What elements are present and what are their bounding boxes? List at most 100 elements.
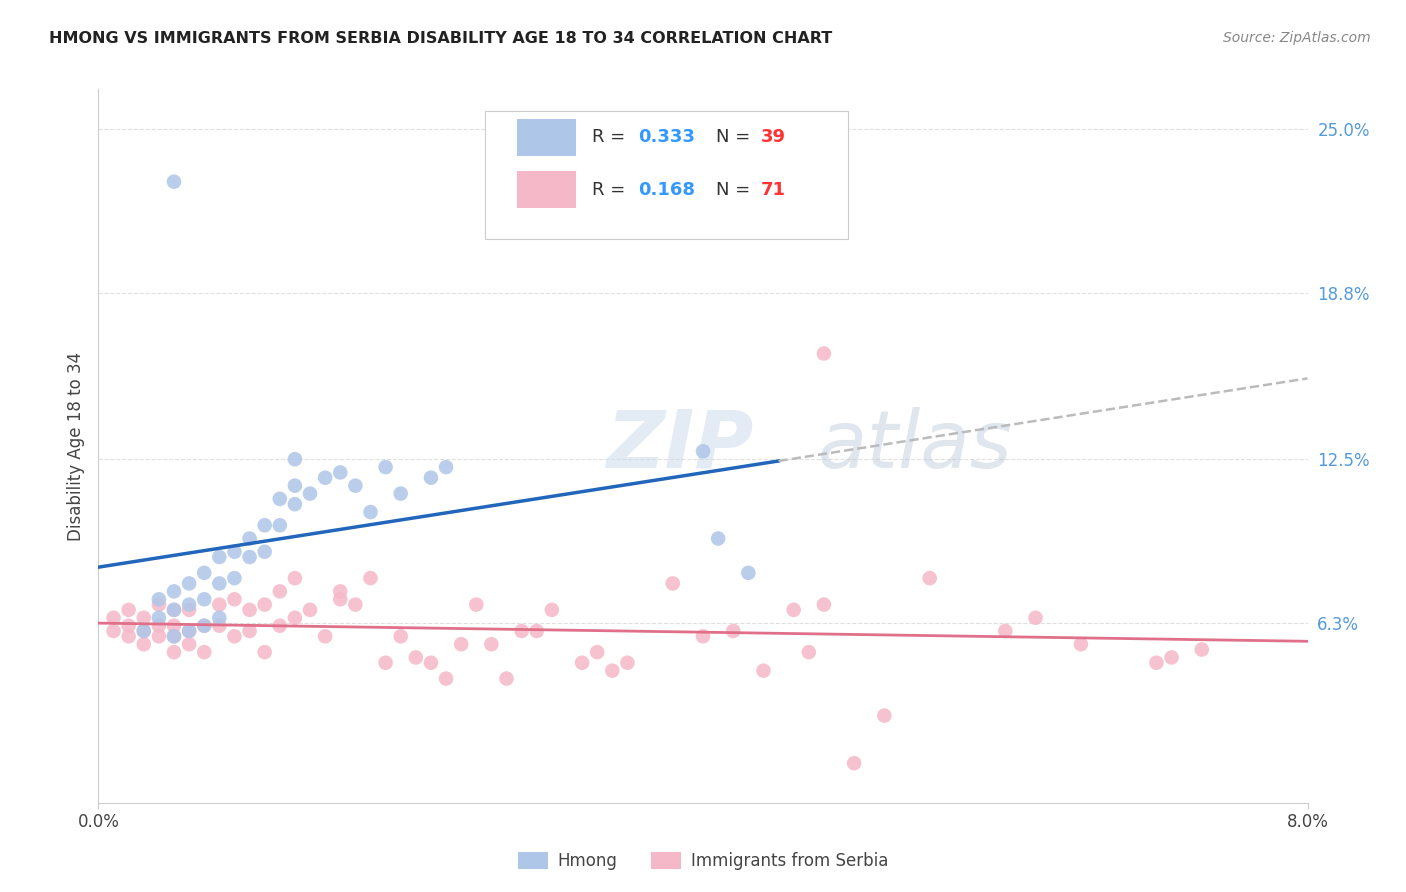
Point xyxy=(163,603,186,617)
Point xyxy=(193,566,215,580)
Point xyxy=(224,571,246,585)
Point xyxy=(208,549,231,564)
Point xyxy=(782,603,804,617)
Point xyxy=(239,624,262,638)
Text: HMONG VS IMMIGRANTS FROM SERBIA DISABILITY AGE 18 TO 34 CORRELATION CHART: HMONG VS IMMIGRANTS FROM SERBIA DISABILI… xyxy=(49,31,832,46)
Point xyxy=(179,576,201,591)
Point xyxy=(148,629,170,643)
Point xyxy=(389,629,412,643)
Point xyxy=(163,629,186,643)
Point xyxy=(208,598,231,612)
Point xyxy=(994,624,1017,638)
Point xyxy=(314,629,336,643)
Point xyxy=(284,478,307,492)
Point xyxy=(495,672,517,686)
Point xyxy=(314,471,336,485)
Point xyxy=(132,624,155,638)
Point xyxy=(148,611,170,625)
Text: R =: R = xyxy=(592,181,631,199)
Point xyxy=(179,624,201,638)
Legend: Hmong, Immigrants from Serbia: Hmong, Immigrants from Serbia xyxy=(510,845,896,877)
Point xyxy=(118,629,141,643)
Point xyxy=(179,598,201,612)
Point xyxy=(284,611,307,625)
Point xyxy=(434,672,457,686)
Point xyxy=(179,637,201,651)
Point xyxy=(253,598,276,612)
Point xyxy=(359,505,381,519)
Point xyxy=(359,571,381,585)
Point xyxy=(253,545,276,559)
Point xyxy=(707,532,730,546)
Point xyxy=(692,629,714,643)
Point xyxy=(132,624,155,638)
Point xyxy=(586,645,609,659)
Point xyxy=(1191,642,1213,657)
Point xyxy=(1070,637,1092,651)
Point xyxy=(239,532,262,546)
Point xyxy=(284,452,307,467)
FancyBboxPatch shape xyxy=(485,111,848,239)
Point xyxy=(510,624,533,638)
Point xyxy=(571,656,593,670)
Point xyxy=(269,584,291,599)
Text: 0.168: 0.168 xyxy=(638,181,695,199)
Point xyxy=(208,611,231,625)
Point xyxy=(163,629,186,643)
FancyBboxPatch shape xyxy=(517,119,576,156)
Text: 0.333: 0.333 xyxy=(638,128,695,146)
Point xyxy=(526,624,548,638)
Point xyxy=(239,603,262,617)
Point xyxy=(797,645,820,659)
Point xyxy=(873,708,896,723)
Point xyxy=(299,603,322,617)
Text: N =: N = xyxy=(716,181,756,199)
Point xyxy=(224,545,246,559)
Point xyxy=(269,618,291,632)
Point xyxy=(479,637,503,651)
Text: atlas: atlas xyxy=(818,407,1012,485)
Point xyxy=(224,629,246,643)
Point xyxy=(179,603,201,617)
Point xyxy=(1160,650,1182,665)
Point xyxy=(344,598,367,612)
Point xyxy=(148,598,170,612)
Text: N =: N = xyxy=(716,128,756,146)
Point xyxy=(844,756,866,771)
Point xyxy=(752,664,775,678)
Point xyxy=(163,618,186,632)
Point xyxy=(103,624,125,638)
Point xyxy=(132,611,155,625)
Text: Source: ZipAtlas.com: Source: ZipAtlas.com xyxy=(1223,31,1371,45)
Point xyxy=(737,566,759,580)
Point xyxy=(540,603,562,617)
Point xyxy=(405,650,427,665)
Point xyxy=(616,656,638,670)
Point xyxy=(419,656,441,670)
Point xyxy=(239,549,262,564)
Point xyxy=(329,592,352,607)
Point xyxy=(103,611,125,625)
Text: 39: 39 xyxy=(761,128,786,146)
Point xyxy=(208,576,231,591)
Point xyxy=(193,618,215,632)
Text: 71: 71 xyxy=(761,181,786,199)
Point xyxy=(148,592,170,607)
Text: ZIP: ZIP xyxy=(606,407,754,485)
Point xyxy=(723,624,745,638)
Point xyxy=(389,486,412,500)
Point xyxy=(253,645,276,659)
Point xyxy=(329,466,352,480)
Point xyxy=(193,645,215,659)
Point xyxy=(193,592,215,607)
Point xyxy=(374,460,396,475)
Point xyxy=(163,175,186,189)
Point xyxy=(148,618,170,632)
Point xyxy=(813,346,835,360)
Point xyxy=(374,656,396,670)
Point xyxy=(118,603,141,617)
Point xyxy=(419,471,441,485)
Point xyxy=(450,637,472,651)
Text: R =: R = xyxy=(592,128,631,146)
Point xyxy=(1144,656,1167,670)
